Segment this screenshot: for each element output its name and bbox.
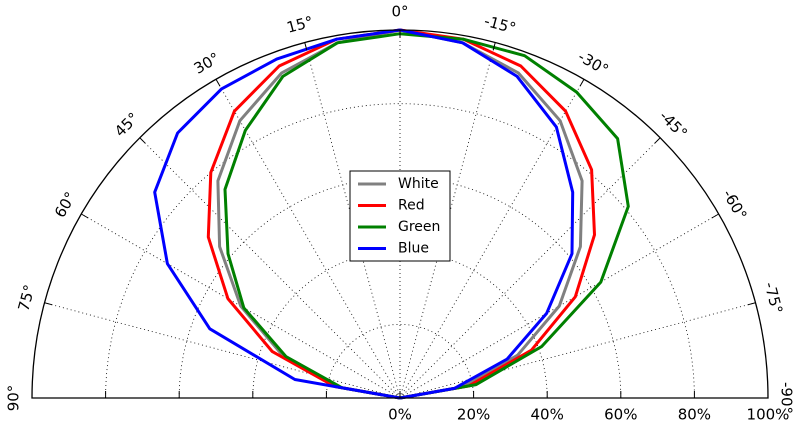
radial-tick-label: 100% [747, 406, 790, 424]
angle-tick-label: 75° [15, 283, 39, 313]
angle-tick-mark [215, 79, 221, 87]
angle-tick-mark [492, 42, 496, 51]
angle-tick-label: -30° [575, 47, 612, 79]
angle-tick-mark [139, 137, 146, 144]
angle-tick-label: 15° [285, 13, 315, 37]
angular-gridline [399, 137, 661, 399]
angular-gridline [139, 137, 401, 399]
radial-tick-label: 20% [457, 406, 490, 424]
angle-tick-label: 0° [391, 3, 408, 21]
angle-tick-mark [304, 42, 308, 51]
angle-tick-label: 45° [111, 109, 143, 141]
angle-tick-mark [747, 302, 756, 306]
radial-gridline [105, 103, 695, 399]
radial-tick-label: 60% [604, 406, 637, 424]
radial-tick-label: 80% [678, 406, 711, 424]
radial-gridline [326, 324, 474, 399]
legend-box [349, 170, 451, 262]
radial-tick-label: 0% [388, 406, 412, 424]
angular-gridline [44, 302, 401, 399]
angle-tick-label: 60° [51, 189, 80, 221]
legend: White Red Green Blue [349, 170, 451, 262]
angle-tick-mark [711, 213, 719, 219]
angle-tick-label: 30° [191, 49, 223, 78]
angle-tick-label: -90° [778, 382, 796, 414]
angle-tick-label: -60° [719, 186, 751, 223]
chart-frame [31, 29, 769, 399]
legend-label-green: Green [398, 219, 440, 235]
angular-gridline [399, 302, 756, 399]
angle-tick-label: -45° [656, 107, 691, 142]
legend-label-blue: Blue [398, 241, 429, 257]
angular-gridline [399, 79, 585, 399]
angle-tick-mark [44, 302, 53, 306]
angular-gridline [215, 79, 401, 399]
legend-label-red: Red [398, 198, 425, 214]
angle-tick-mark [579, 79, 585, 87]
angle-tick-mark [654, 137, 661, 144]
radial-tick-label: 40% [531, 406, 564, 424]
angle-tick-label: 90° [5, 385, 23, 412]
legend-label-white: White [398, 176, 439, 192]
angle-tick-label: -75° [760, 280, 786, 316]
angle-tick-mark [81, 213, 89, 219]
radial-gridline [252, 250, 548, 399]
angle-tick-label: -15° [482, 12, 518, 38]
plot-boundary [31, 29, 769, 399]
